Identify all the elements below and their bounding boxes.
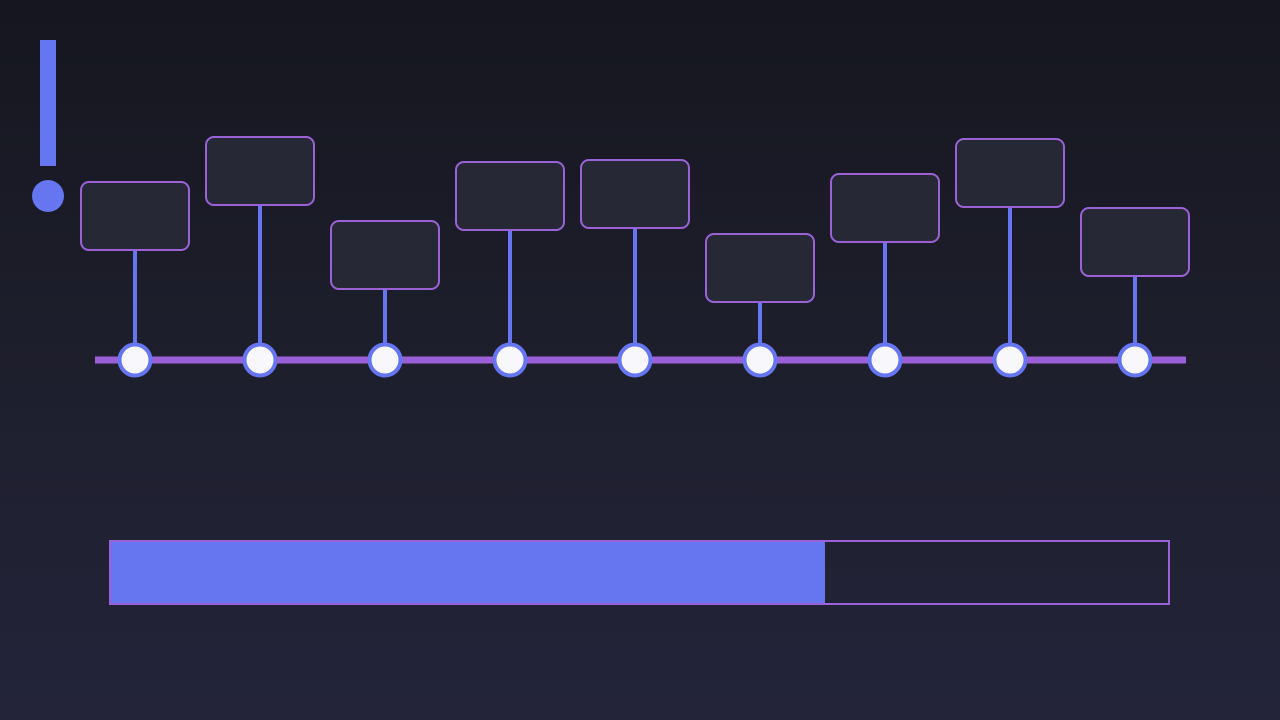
node-marker <box>742 342 778 378</box>
node-marker <box>867 342 903 378</box>
node-card <box>955 138 1065 208</box>
node-marker <box>992 342 1028 378</box>
timeline-nodes <box>80 136 1190 378</box>
node-card <box>330 220 440 290</box>
node-marker <box>117 342 153 378</box>
node-card <box>830 173 940 243</box>
progress-fill <box>110 540 825 605</box>
node-card <box>1080 207 1190 277</box>
node-marker <box>242 342 278 378</box>
progress-track <box>109 540 1170 605</box>
node-marker <box>492 342 528 378</box>
node-card <box>580 159 690 229</box>
node-marker <box>1117 342 1153 378</box>
node-marker <box>367 342 403 378</box>
node-card <box>705 233 815 303</box>
node-marker <box>617 342 653 378</box>
accent-dot <box>32 180 64 212</box>
node-card <box>205 136 315 206</box>
node-card <box>455 161 565 231</box>
node-card <box>80 181 190 251</box>
accent-bar <box>40 40 56 166</box>
